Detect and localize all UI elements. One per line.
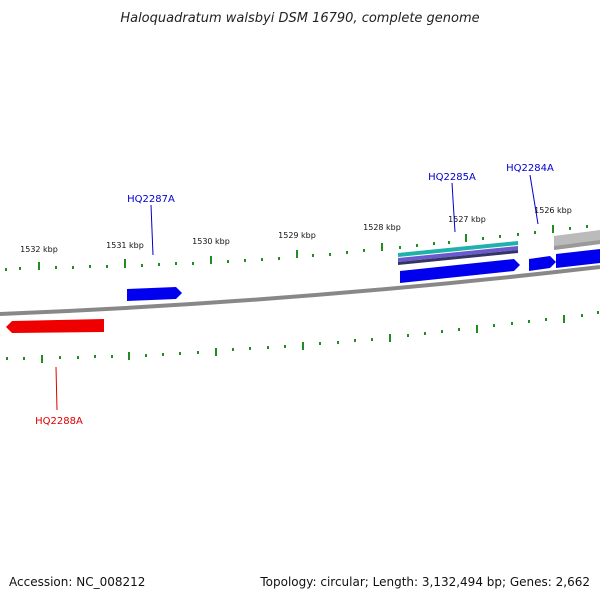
gene-arrow-hq2288a[interactable]	[6, 319, 104, 333]
gene-label-hq2284a[interactable]: HQ2284A	[506, 163, 554, 174]
leader-hq2288a	[55, 366, 58, 411]
accession-text: Accession: NC_008212	[9, 575, 145, 589]
gene-arrow-hq2285a[interactable]	[400, 259, 520, 283]
gene-label-hq2287a[interactable]: HQ2287A	[127, 194, 175, 205]
gene-label-hq2285a[interactable]: HQ2285A	[428, 172, 476, 183]
tick-label-1529: 1529 kbp	[278, 231, 316, 240]
tick-label-1528: 1528 kbp	[363, 223, 401, 232]
tick-label-1530: 1530 kbp	[192, 237, 230, 246]
genome-title: Haloquadratum walsbyi DSM 16790, complet…	[120, 11, 479, 26]
tick-label-1526: 1526 kbp	[534, 206, 572, 215]
upper-minor-ticks	[5, 225, 588, 271]
tick-label-1532: 1532 kbp	[20, 245, 58, 254]
lower-major-ticks	[41, 315, 565, 363]
genome-summary-text: Topology: circular; Length: 3,132,494 bp…	[259, 575, 590, 589]
leader-hq2284a	[529, 174, 539, 225]
lower-tick-track	[6, 311, 599, 363]
feature-strip-dark	[398, 250, 518, 265]
gene-labels: HQ2287A HQ2285A HQ2284A HQ2288A	[35, 163, 554, 427]
feature-strip-teal	[398, 241, 518, 257]
genome-backbone	[0, 265, 600, 316]
feature-strip-gray-shadow	[554, 240, 600, 250]
lower-minor-ticks	[6, 311, 599, 360]
gene-label-hq2288a[interactable]: HQ2288A	[35, 416, 83, 427]
tick-labels: 1532 kbp 1531 kbp 1530 kbp 1529 kbp 1528…	[20, 206, 572, 254]
upper-major-ticks	[38, 225, 554, 270]
feature-strips	[398, 230, 600, 265]
upper-tick-track	[5, 225, 588, 271]
tick-label-1531: 1531 kbp	[106, 241, 144, 250]
gene-arrow-hq2287a[interactable]	[127, 287, 182, 301]
leader-hq2287a	[150, 204, 154, 256]
gene-arrow-hq2283a[interactable]	[556, 249, 600, 268]
leader-hq2285a	[451, 182, 456, 233]
feature-strip-purple	[398, 246, 518, 262]
forward-genes	[127, 249, 600, 301]
gene-arrow-hq2284a[interactable]	[529, 256, 556, 271]
tick-label-1527: 1527 kbp	[448, 215, 486, 224]
